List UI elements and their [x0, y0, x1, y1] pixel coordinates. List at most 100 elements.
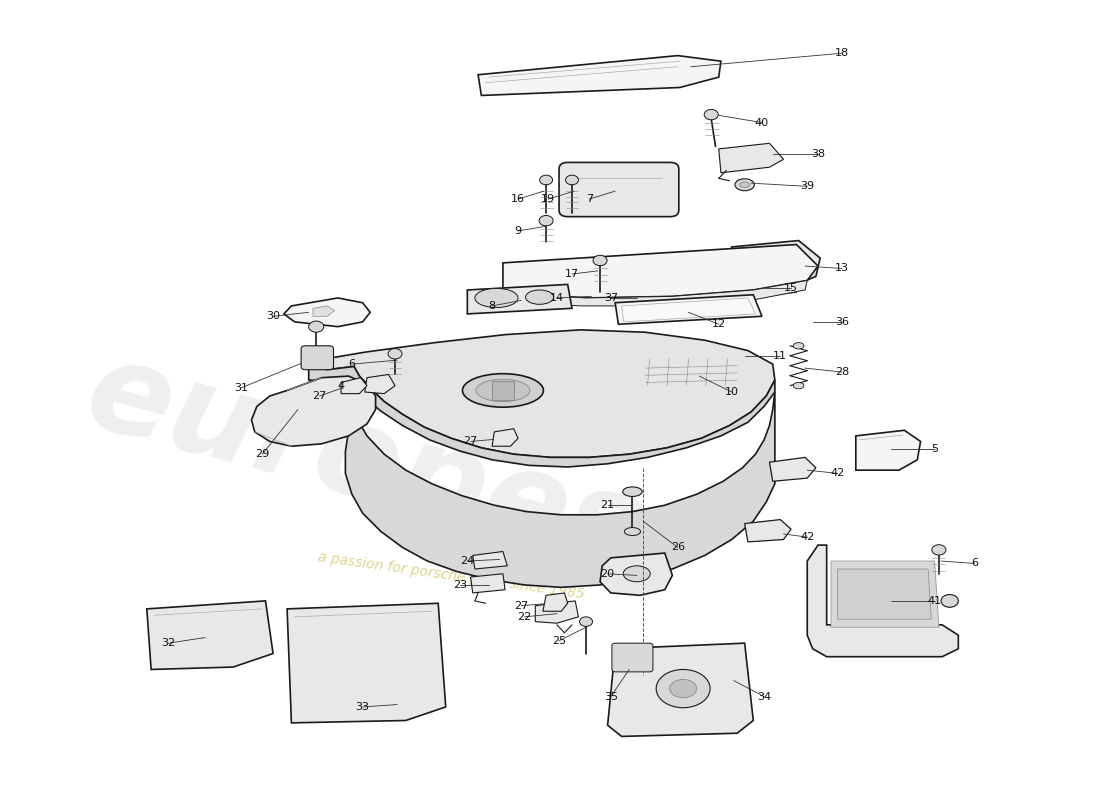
Polygon shape — [314, 306, 334, 316]
Text: 34: 34 — [757, 691, 771, 702]
Ellipse shape — [580, 617, 593, 626]
Ellipse shape — [942, 594, 958, 607]
Polygon shape — [478, 56, 720, 95]
Ellipse shape — [388, 349, 401, 359]
Text: 5: 5 — [931, 445, 938, 454]
Text: 29: 29 — [255, 450, 270, 459]
Text: 20: 20 — [601, 569, 615, 578]
Text: a passion for porsche parts since 1985: a passion for porsche parts since 1985 — [317, 550, 585, 601]
Ellipse shape — [475, 288, 518, 307]
Polygon shape — [543, 593, 568, 611]
Polygon shape — [146, 601, 273, 670]
Text: 6: 6 — [349, 359, 355, 369]
Text: 38: 38 — [811, 150, 825, 159]
Text: 6: 6 — [971, 558, 978, 569]
Polygon shape — [615, 294, 762, 324]
Text: 8: 8 — [488, 301, 496, 311]
Polygon shape — [807, 545, 958, 657]
Ellipse shape — [793, 342, 804, 349]
Text: 18: 18 — [835, 48, 849, 58]
Text: 31: 31 — [233, 383, 248, 393]
Text: 42: 42 — [830, 468, 845, 478]
Text: 33: 33 — [355, 702, 370, 712]
Ellipse shape — [740, 182, 749, 187]
Text: 27: 27 — [463, 437, 477, 446]
Ellipse shape — [624, 566, 650, 582]
Polygon shape — [471, 574, 505, 593]
Text: 16: 16 — [512, 194, 525, 204]
Text: 17: 17 — [565, 269, 579, 279]
Polygon shape — [284, 298, 371, 326]
Ellipse shape — [526, 290, 553, 304]
Text: 25: 25 — [552, 636, 567, 646]
Ellipse shape — [657, 670, 711, 708]
Ellipse shape — [476, 379, 530, 402]
FancyBboxPatch shape — [612, 643, 653, 672]
Polygon shape — [473, 551, 507, 569]
Polygon shape — [621, 298, 756, 322]
Polygon shape — [607, 643, 754, 737]
Polygon shape — [365, 374, 395, 394]
Text: 4: 4 — [338, 381, 344, 390]
Text: 21: 21 — [601, 500, 615, 510]
Text: 27: 27 — [514, 601, 528, 610]
Ellipse shape — [539, 215, 553, 226]
Text: 36: 36 — [835, 317, 849, 327]
Polygon shape — [341, 378, 367, 394]
Ellipse shape — [670, 679, 696, 698]
Text: 32: 32 — [162, 638, 176, 648]
Polygon shape — [345, 392, 774, 587]
Text: 28: 28 — [835, 367, 849, 377]
FancyBboxPatch shape — [301, 346, 333, 370]
Polygon shape — [774, 282, 796, 294]
Text: 35: 35 — [604, 691, 618, 702]
Ellipse shape — [932, 545, 946, 555]
Polygon shape — [536, 601, 579, 623]
Polygon shape — [309, 362, 774, 467]
Polygon shape — [837, 569, 932, 619]
Text: 10: 10 — [725, 387, 739, 397]
Polygon shape — [729, 241, 821, 286]
Polygon shape — [718, 143, 783, 173]
FancyBboxPatch shape — [559, 162, 679, 217]
Text: 22: 22 — [517, 612, 531, 622]
Polygon shape — [601, 553, 672, 595]
Polygon shape — [745, 519, 791, 542]
Ellipse shape — [625, 527, 640, 535]
Polygon shape — [856, 430, 921, 470]
Ellipse shape — [593, 255, 607, 266]
Text: 26: 26 — [671, 542, 685, 553]
Polygon shape — [492, 429, 518, 446]
Polygon shape — [499, 281, 807, 306]
Polygon shape — [492, 381, 514, 400]
Text: 7: 7 — [585, 194, 593, 204]
Ellipse shape — [623, 487, 642, 497]
Ellipse shape — [735, 178, 755, 190]
Text: europes: europes — [74, 331, 656, 596]
Polygon shape — [503, 245, 818, 298]
Polygon shape — [468, 285, 572, 314]
Text: 23: 23 — [453, 580, 466, 590]
Ellipse shape — [540, 175, 552, 185]
Text: 41: 41 — [927, 596, 942, 606]
Polygon shape — [287, 603, 446, 723]
Text: 13: 13 — [835, 263, 849, 274]
Text: 11: 11 — [773, 351, 788, 361]
Text: 42: 42 — [800, 532, 814, 542]
Ellipse shape — [462, 374, 543, 407]
Ellipse shape — [704, 110, 718, 120]
Polygon shape — [640, 358, 745, 388]
Text: 19: 19 — [541, 194, 556, 204]
Text: 9: 9 — [515, 226, 521, 236]
Polygon shape — [252, 376, 375, 446]
Text: 37: 37 — [604, 293, 618, 303]
Text: 27: 27 — [312, 391, 327, 401]
Text: 12: 12 — [712, 319, 726, 330]
Ellipse shape — [309, 321, 323, 332]
Ellipse shape — [565, 175, 579, 185]
Text: 30: 30 — [266, 311, 280, 322]
Polygon shape — [309, 330, 774, 458]
Polygon shape — [830, 561, 939, 627]
Text: 15: 15 — [784, 283, 799, 294]
Text: 39: 39 — [800, 182, 814, 191]
